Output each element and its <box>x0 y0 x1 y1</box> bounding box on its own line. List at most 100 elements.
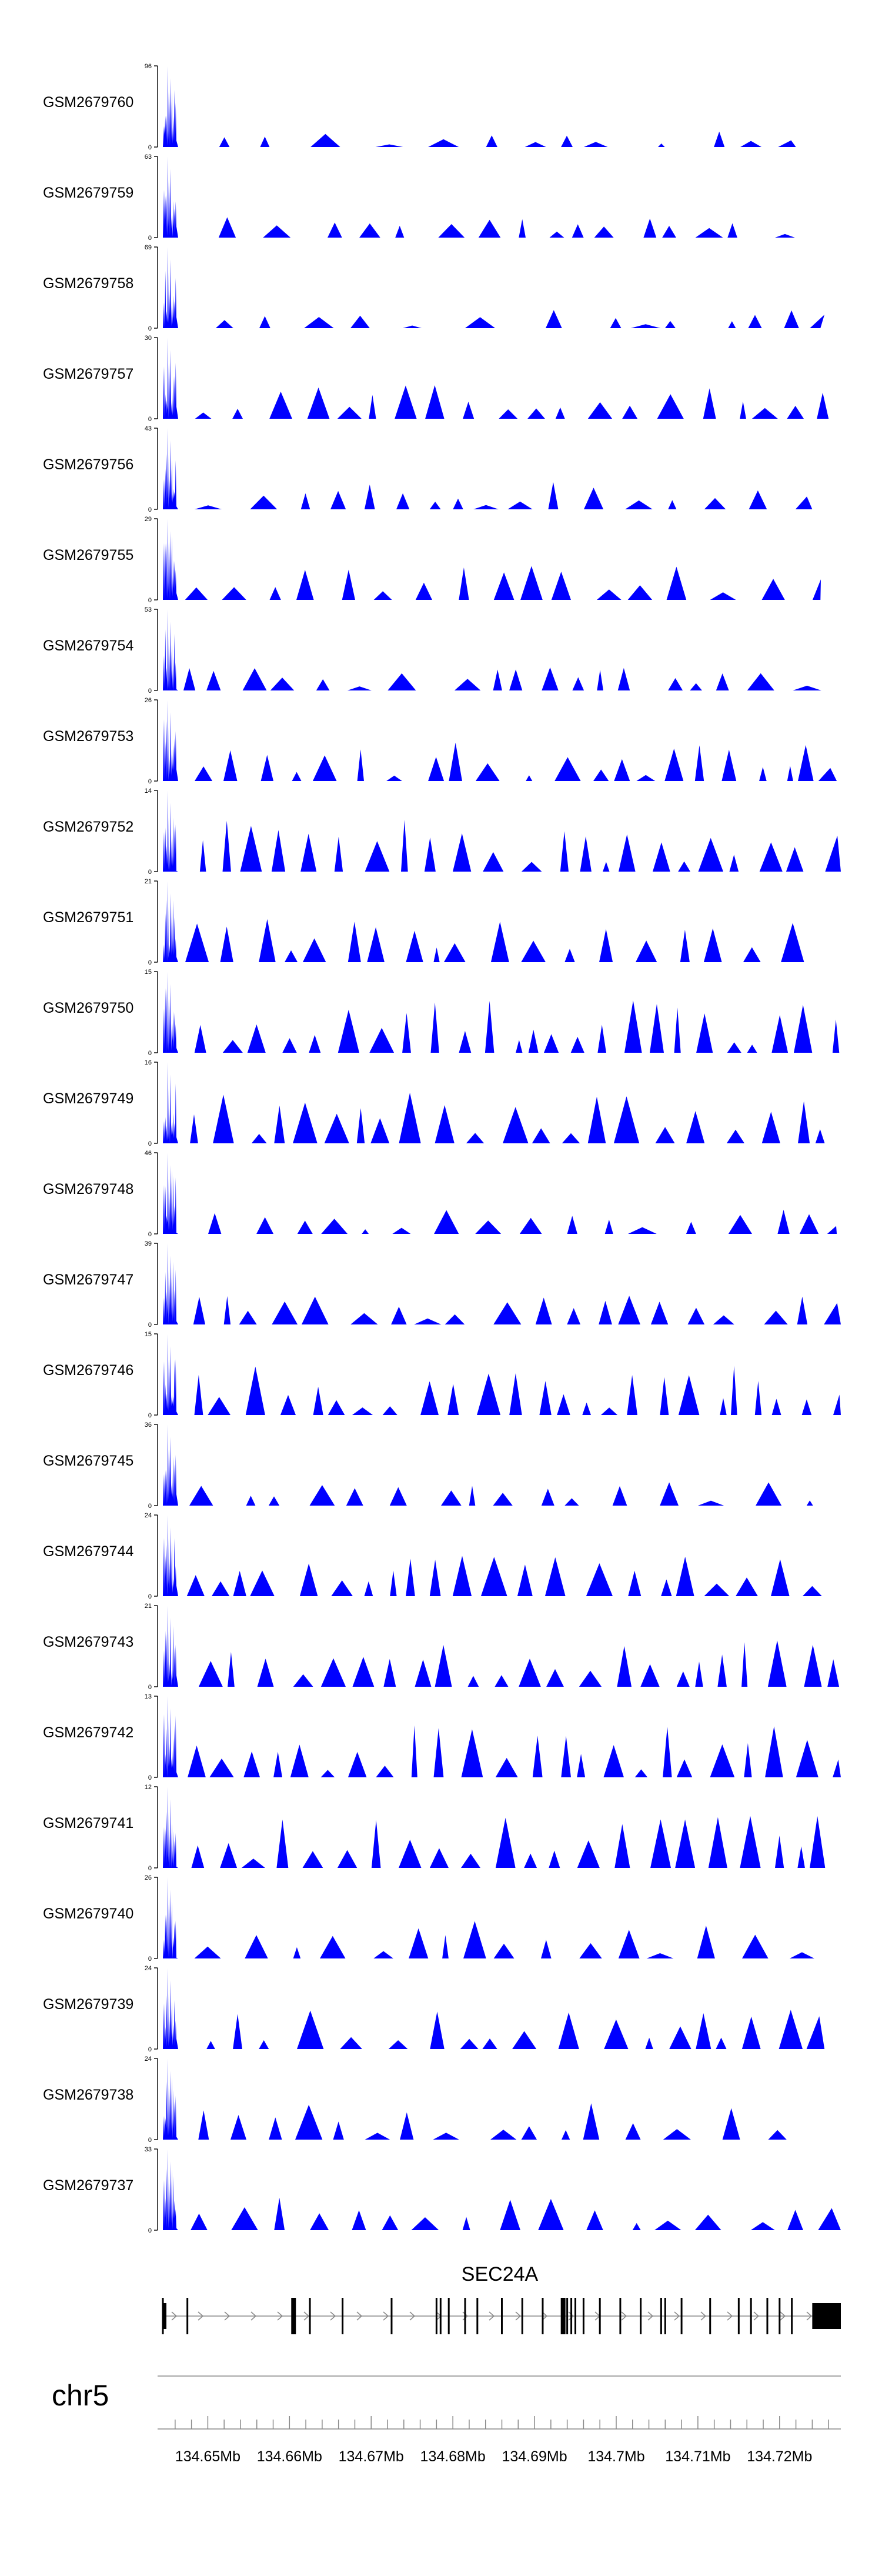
strand-arrow <box>489 2311 495 2321</box>
coverage-track: GSM2679752 14 0 <box>43 788 841 876</box>
y-max-label: 36 <box>145 1422 152 1429</box>
y-zero-label: 0 <box>148 1774 152 1781</box>
coverage-track: GSM2679751 21 0 <box>43 878 804 966</box>
coverage-track: GSM2679739 24 0 <box>43 1965 825 2053</box>
y-max-label: 24 <box>145 2056 152 2063</box>
x-tick-label: 134.7Mb <box>587 2448 644 2465</box>
y-zero-label: 0 <box>148 869 152 876</box>
exon <box>390 2298 393 2334</box>
coverage-area <box>163 428 813 509</box>
coverage-area <box>163 1606 841 1687</box>
y-max-label: 16 <box>145 1059 152 1066</box>
coverage-track: GSM2679754 53 0 <box>43 606 837 695</box>
coverage-area <box>163 1334 841 1415</box>
track-label: GSM2679737 <box>43 2177 133 2194</box>
track-label: GSM2679755 <box>43 547 133 563</box>
y-zero-label: 0 <box>148 1684 152 1691</box>
x-tick-label: 134.72Mb <box>747 2448 812 2465</box>
coverage-area <box>163 1062 837 1143</box>
strand-arrow <box>250 2311 257 2321</box>
x-tick-label: 134.69Mb <box>502 2448 567 2465</box>
exon <box>342 2298 344 2334</box>
exon <box>582 2298 584 2334</box>
y-zero-label: 0 <box>148 688 152 695</box>
gene-label: SEC24A <box>462 2263 539 2285</box>
coverage-area <box>163 1424 833 1506</box>
track-label: GSM2679740 <box>43 1906 133 1922</box>
exon <box>186 2298 189 2334</box>
strand-arrow <box>330 2311 336 2321</box>
y-max-label: 14 <box>145 788 152 795</box>
track-label: GSM2679753 <box>43 728 133 745</box>
exon <box>791 2298 793 2334</box>
exon <box>464 2298 466 2334</box>
track-label: GSM2679750 <box>43 1000 133 1016</box>
x-tick-label: 134.71Mb <box>665 2448 730 2465</box>
exon <box>501 2298 503 2334</box>
exon <box>779 2298 781 2334</box>
exon <box>447 2298 450 2334</box>
strand-arrow <box>727 2311 733 2321</box>
coverage-area <box>163 1968 825 2049</box>
coverage-area <box>163 2058 800 2140</box>
strand-arrow <box>409 2311 416 2321</box>
strand-arrow <box>198 2311 204 2321</box>
exon <box>750 2298 752 2334</box>
y-max-label: 39 <box>145 1240 152 1247</box>
y-max-label: 26 <box>145 697 152 704</box>
exon <box>737 2298 740 2334</box>
coverage-area <box>163 338 837 419</box>
coverage-area <box>163 881 804 962</box>
coverage-track: GSM2679746 15 0 <box>43 1331 841 1419</box>
exon <box>291 2298 296 2334</box>
strand-arrow <box>515 2311 522 2321</box>
y-zero-label: 0 <box>148 1412 152 1419</box>
exon-first <box>163 2303 166 2329</box>
y-zero-label: 0 <box>148 1322 152 1329</box>
y-max-label: 13 <box>145 1693 152 1700</box>
coverage-area <box>163 1696 841 1777</box>
track-label: GSM2679760 <box>43 94 133 111</box>
exon <box>680 2298 683 2334</box>
exon <box>542 2298 544 2334</box>
coverage-area <box>163 1515 825 1596</box>
coverage-track: GSM2679743 21 0 <box>43 1603 841 1691</box>
y-zero-label: 0 <box>148 2137 152 2144</box>
y-zero-label: 0 <box>148 144 152 151</box>
coverage-track: GSM2679760 96 0 <box>43 63 796 151</box>
coverage-track: GSM2679753 26 0 <box>43 697 837 785</box>
y-zero-label: 0 <box>148 1956 152 1963</box>
coverage-track: GSM2679738 24 0 <box>43 2056 800 2144</box>
coverage-track: GSM2679758 69 0 <box>43 244 825 332</box>
coverage-area <box>163 1153 837 1234</box>
y-max-label: 24 <box>145 1965 152 1972</box>
exon-utr <box>812 2303 841 2329</box>
strand-arrow <box>224 2311 230 2321</box>
strand-arrow <box>621 2311 627 2321</box>
strand-arrow <box>356 2311 363 2321</box>
y-max-label: 26 <box>145 1874 152 1881</box>
coverage-area <box>163 156 821 238</box>
coverage-area <box>163 1877 833 1958</box>
exon <box>309 2298 311 2334</box>
exon <box>664 2298 666 2334</box>
coverage-area <box>163 1243 841 1324</box>
coverage-track: GSM2679737 33 0 <box>43 2146 841 2234</box>
coverage-track: GSM2679741 12 0 <box>43 1784 829 1872</box>
track-label: GSM2679756 <box>43 456 133 473</box>
strand-arrow <box>303 2311 310 2321</box>
track-label: GSM2679743 <box>43 1634 133 1650</box>
coverage-track: GSM2679749 16 0 <box>43 1059 837 1147</box>
y-max-label: 63 <box>145 154 152 161</box>
coverage-track: GSM2679759 63 0 <box>43 154 821 242</box>
exon <box>570 2298 573 2334</box>
x-tick-label: 134.68Mb <box>420 2448 486 2465</box>
y-zero-label: 0 <box>148 1593 152 1600</box>
coverage-track: GSM2679740 26 0 <box>43 1874 833 1963</box>
x-tick-label: 134.67Mb <box>339 2448 404 2465</box>
y-max-label: 15 <box>145 969 152 976</box>
y-max-label: 21 <box>145 1603 152 1610</box>
strand-arrow <box>568 2311 574 2321</box>
